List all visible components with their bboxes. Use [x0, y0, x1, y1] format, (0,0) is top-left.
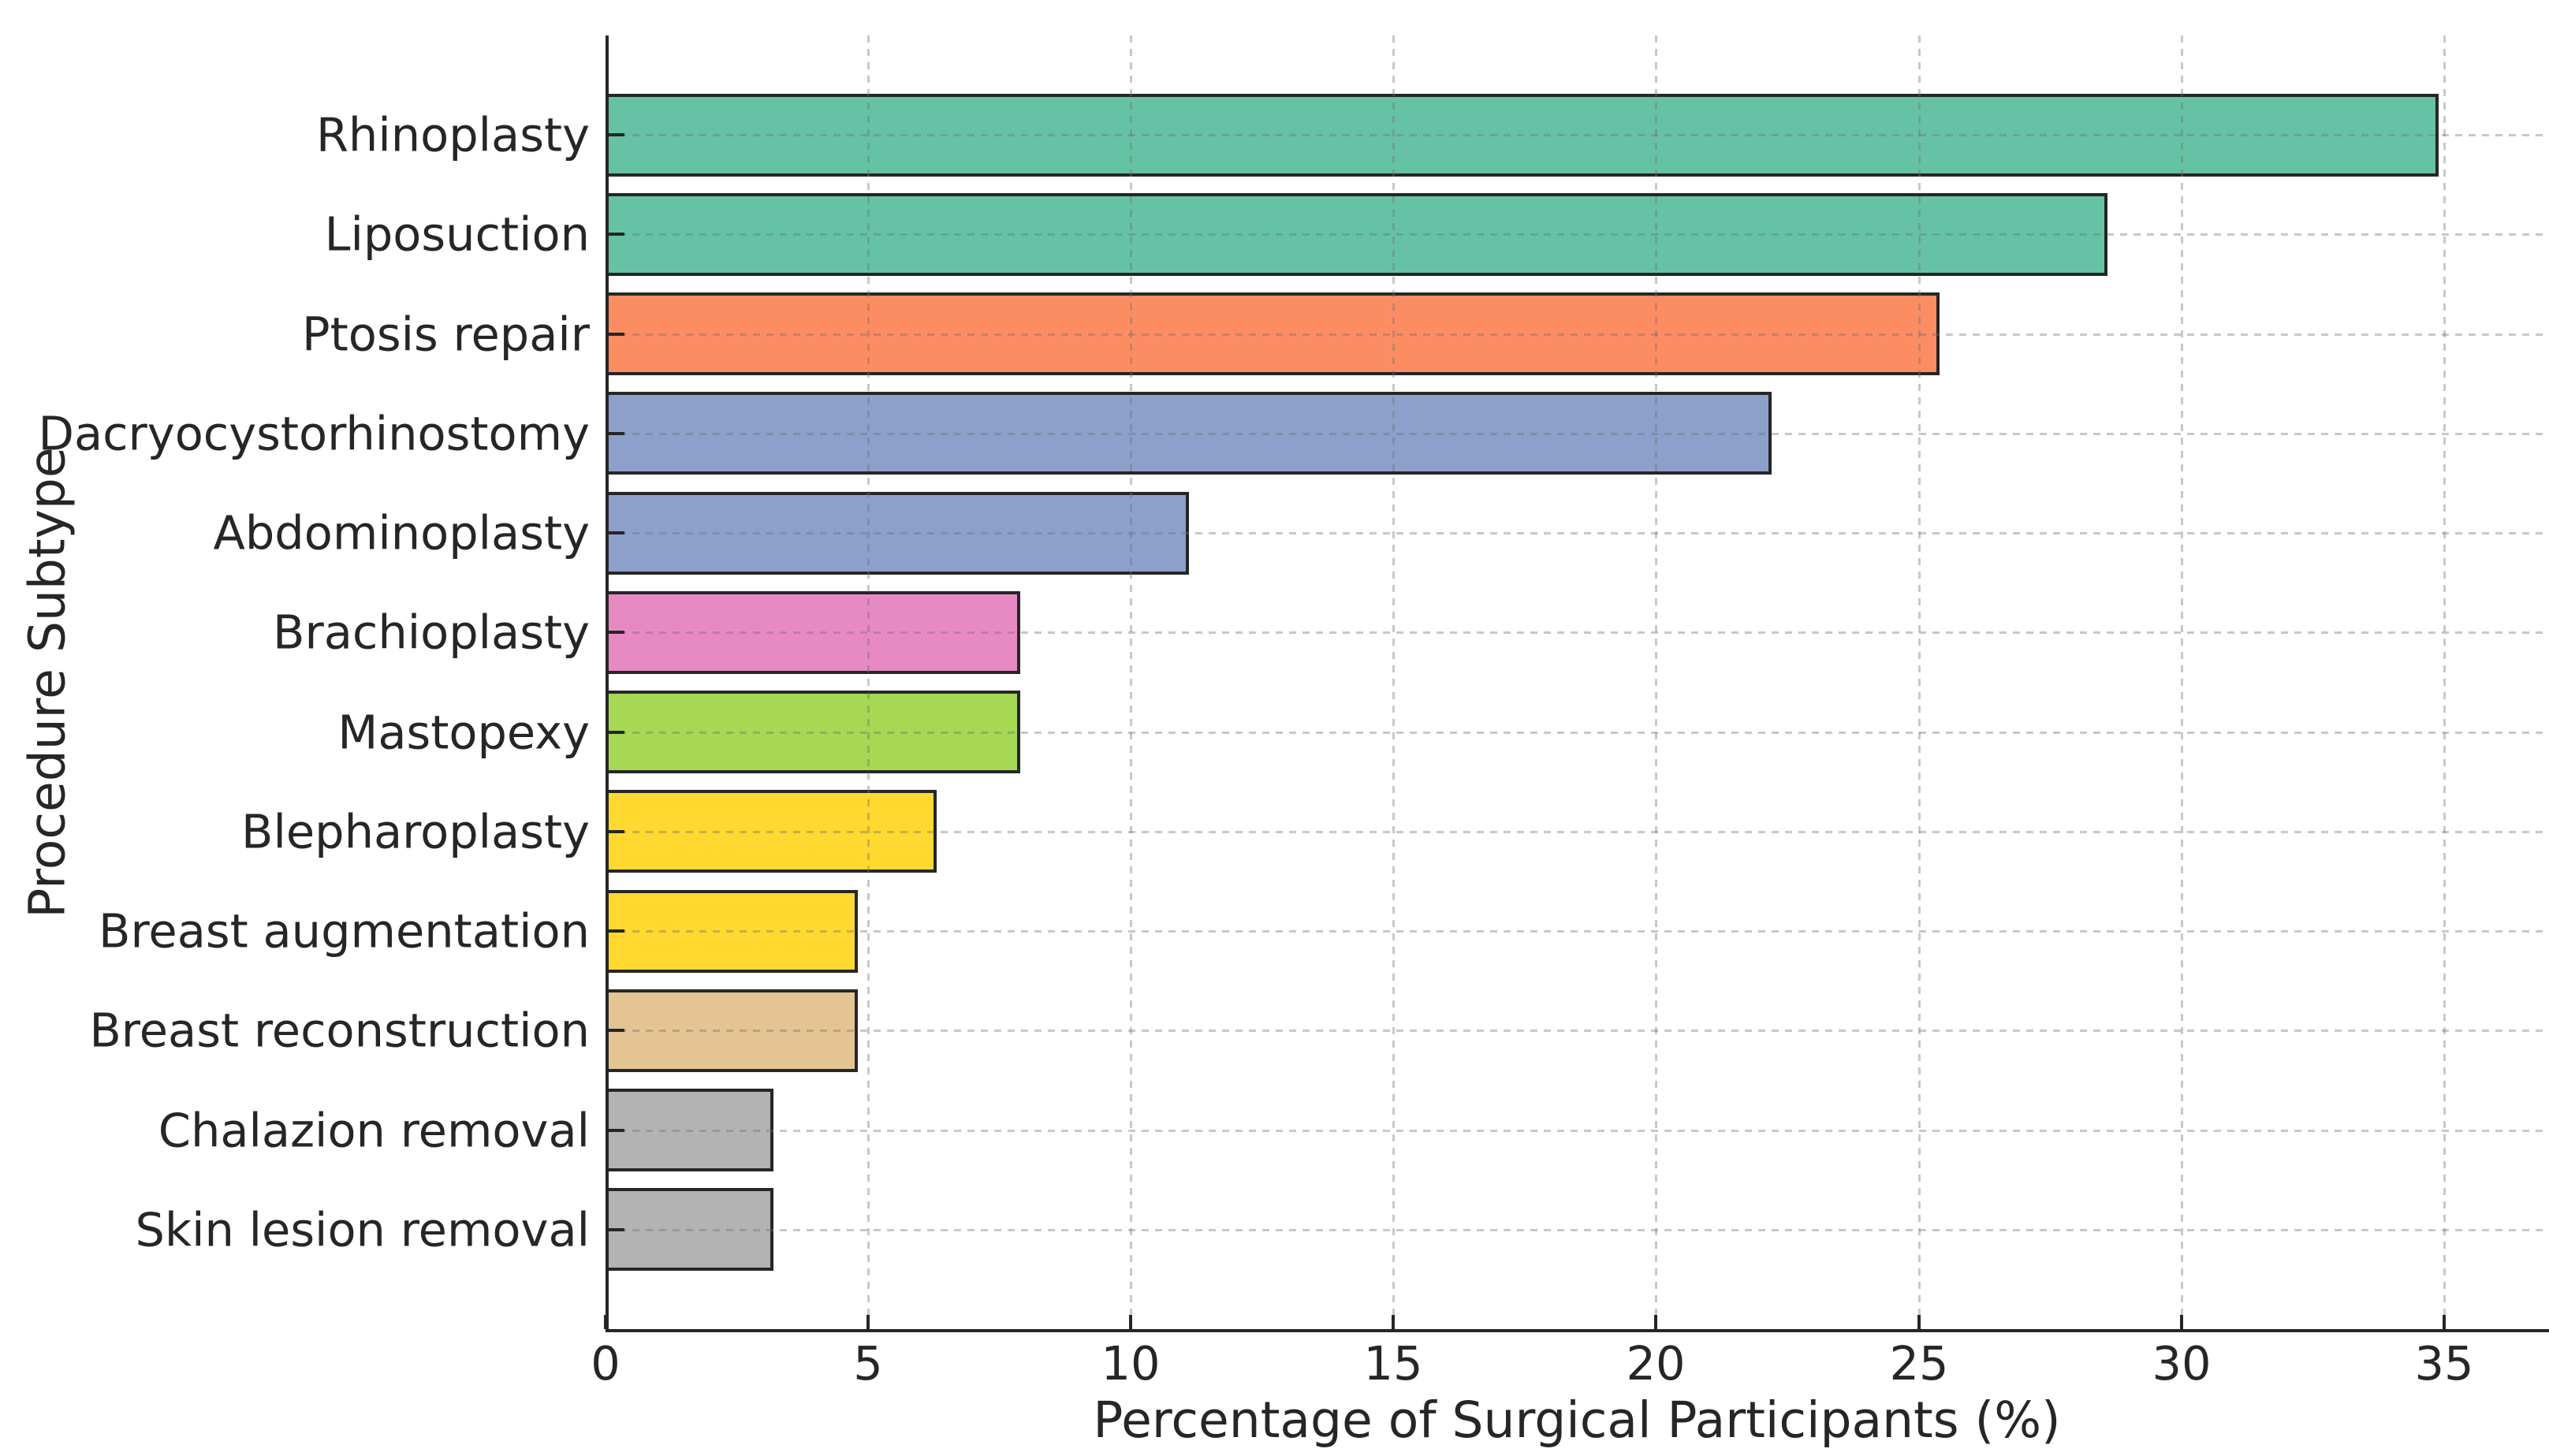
x-tick-label: 25: [1889, 1336, 1949, 1391]
plot-area: [606, 35, 2549, 1329]
y-tick-mark: [609, 1228, 624, 1231]
y-tick-mark: [609, 531, 624, 534]
x-tick-mark: [1654, 1315, 1657, 1329]
bar-abdominoplasty: [606, 492, 1189, 575]
gridline-h-6: [606, 732, 2549, 734]
gridline-h-0: [606, 134, 2549, 136]
y-tick-mark: [609, 1129, 624, 1132]
bar-brachioplasty: [606, 591, 1020, 674]
bar-dacryocystorhinostomy: [606, 392, 1772, 475]
y-tick-mark: [609, 929, 624, 933]
x-tick-label: 35: [2414, 1336, 2474, 1391]
x-tick-mark: [2443, 1315, 2446, 1329]
gridline-h-4: [606, 532, 2549, 534]
y-axis-spine: [606, 35, 609, 1332]
bar-ptosis-repair: [606, 292, 1940, 375]
y-tick-label: Liposuction: [324, 207, 590, 262]
y-tick-label: Dacryocystorhinostomy: [38, 406, 590, 461]
y-tick-label: Skin lesion removal: [135, 1202, 590, 1257]
y-tick-label: Abdominoplasty: [213, 505, 590, 560]
gridline-v-10: [1130, 35, 1132, 1329]
y-tick-mark: [609, 830, 624, 833]
bar-rhinoplasty: [606, 94, 2439, 177]
gridline-v-20: [1655, 35, 1657, 1329]
x-tick-label: 5: [853, 1336, 883, 1391]
y-tick-mark: [609, 1029, 624, 1032]
y-axis-label: Procedure Subtype: [18, 447, 76, 918]
x-tick-mark: [2180, 1315, 2183, 1329]
gridline-h-8: [606, 930, 2549, 933]
gridline-v-30: [2181, 35, 2183, 1329]
x-tick-mark: [1392, 1315, 1395, 1329]
y-tick-label: Brachioplasty: [273, 605, 590, 660]
bar-breast-reconstruction: [606, 989, 858, 1072]
x-tick-label: 30: [2152, 1336, 2212, 1391]
y-tick-label: Mastopexy: [337, 705, 590, 760]
y-tick-label: Ptosis repair: [302, 307, 590, 362]
gridline-v-35: [2443, 35, 2446, 1329]
x-axis-label: Percentage of Surgical Participants (%): [1093, 1391, 2061, 1449]
x-tick-mark: [866, 1315, 870, 1329]
gridline-v-25: [1918, 35, 1921, 1329]
gridline-h-3: [606, 433, 2549, 435]
gridline-h-10: [606, 1130, 2549, 1132]
y-tick-mark: [609, 631, 624, 634]
x-tick-label: 15: [1363, 1336, 1423, 1391]
y-tick-label: Rhinoplasty: [315, 107, 590, 162]
gridline-h-1: [606, 233, 2549, 236]
gridline-h-2: [606, 333, 2549, 336]
y-tick-label: Breast augmentation: [99, 903, 590, 959]
bar-blepharoplasty: [606, 790, 937, 873]
y-tick-label: Breast reconstruction: [89, 1003, 590, 1058]
bar-skin-lesion-removal: [606, 1188, 773, 1271]
gridline-h-9: [606, 1030, 2549, 1032]
y-tick-label: Blepharoplasty: [240, 804, 590, 859]
y-tick-mark: [609, 333, 624, 336]
y-tick-label: Chalazion removal: [158, 1103, 590, 1158]
x-tick-label: 0: [591, 1336, 620, 1391]
gridline-v-15: [1392, 35, 1395, 1329]
bar-liposuction: [606, 193, 2107, 276]
x-tick-label: 20: [1626, 1336, 1686, 1391]
bar-chalazion-removal: [606, 1089, 773, 1171]
y-tick-mark: [609, 432, 624, 435]
gridline-h-11: [606, 1229, 2549, 1231]
gridline-h-7: [606, 831, 2549, 833]
y-tick-mark: [609, 233, 624, 236]
x-tick-mark: [1129, 1315, 1132, 1329]
y-tick-mark: [609, 731, 624, 734]
x-tick-label: 10: [1101, 1336, 1161, 1391]
y-tick-mark: [609, 133, 624, 136]
gridline-v-5: [867, 35, 870, 1329]
x-axis-spine: [606, 1329, 2549, 1332]
gridline-h-5: [606, 631, 2549, 634]
x-tick-mark: [1917, 1315, 1921, 1329]
